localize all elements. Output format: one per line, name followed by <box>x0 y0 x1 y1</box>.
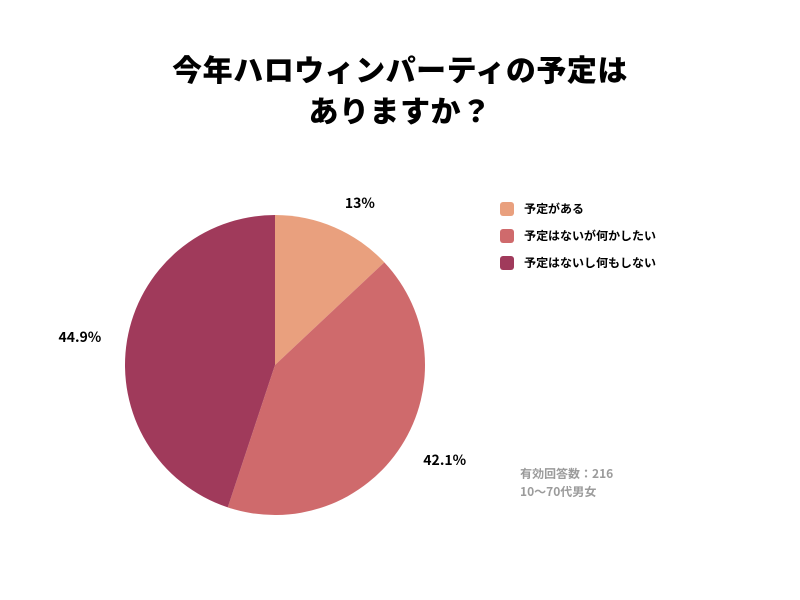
chart-title: 今年ハロウィンパーティの予定は ありますか？ <box>0 48 800 129</box>
legend-item: 予定がある <box>500 200 656 217</box>
footnote-line1: 有効回答数：216 <box>520 465 613 482</box>
legend-label: 予定がある <box>524 200 584 217</box>
legend-item: 予定はないが何かしたい <box>500 227 656 244</box>
legend-label: 予定はないが何かしたい <box>524 227 656 244</box>
chart-title-line1: 今年ハロウィンパーティの予定は <box>172 46 628 90</box>
pie-slice-label: 13% <box>345 193 375 213</box>
legend-label: 予定はないし何もしない <box>524 254 656 271</box>
footnote: 有効回答数：216 10〜70代男女 <box>520 465 613 501</box>
pie-slice-label: 42.1% <box>423 450 466 470</box>
pie-chart <box>121 211 429 519</box>
chart-title-line2: ありますか？ <box>309 87 492 131</box>
pie-slice-label: 44.9% <box>58 327 101 347</box>
footnote-line2: 10〜70代男女 <box>520 483 596 500</box>
legend-swatch <box>500 202 514 216</box>
legend-swatch <box>500 256 514 270</box>
legend: 予定がある予定はないが何かしたい予定はないし何もしない <box>500 200 656 281</box>
legend-swatch <box>500 229 514 243</box>
legend-item: 予定はないし何もしない <box>500 254 656 271</box>
page: 今年ハロウィンパーティの予定は ありますか？ 13% 42.1% 44.9% 予定が… <box>0 0 800 600</box>
